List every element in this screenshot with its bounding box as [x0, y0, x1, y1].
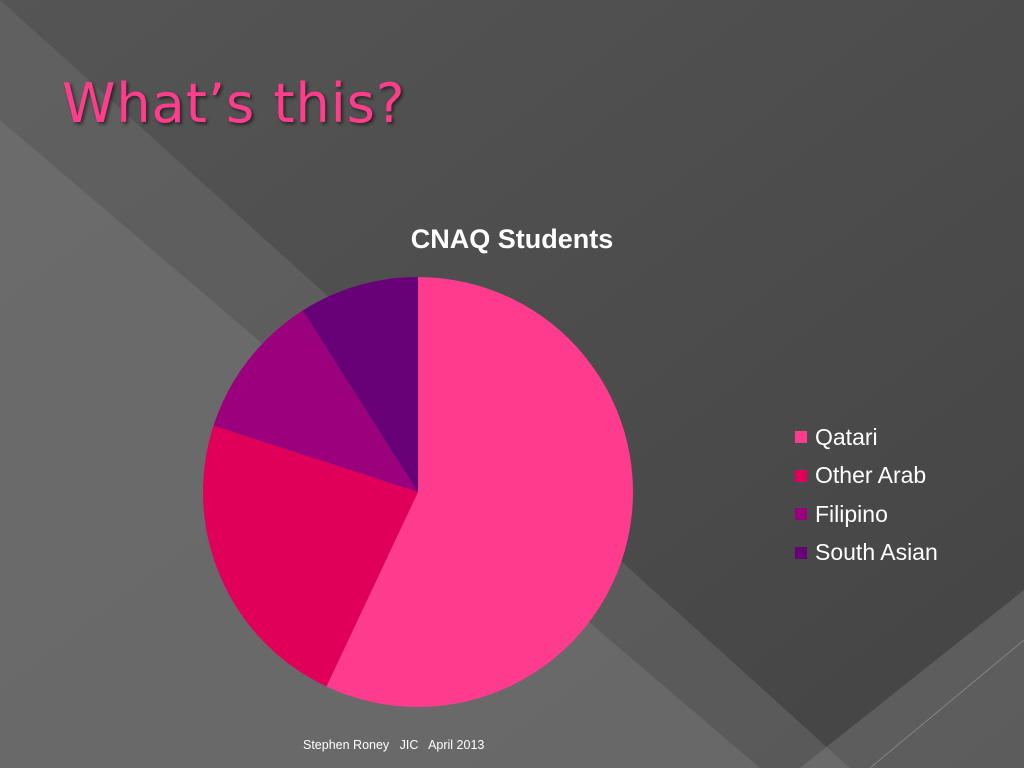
pie-slice-south-asian	[302, 277, 418, 492]
legend-label: South Asian	[815, 539, 938, 566]
pie-slice-other-arab	[202, 425, 418, 687]
legend-label: Other Arab	[815, 462, 927, 489]
legend-swatch	[795, 469, 807, 482]
chart-legend: Qatari Other Arab Filipino South Asian	[795, 418, 938, 572]
slide-footer: Stephen Roney JIC April 2013	[303, 738, 485, 752]
legend-swatch	[795, 431, 807, 444]
pie-slice-qatari	[326, 277, 633, 708]
legend-label: Qatari	[815, 423, 878, 450]
pie-slice-filipino	[213, 310, 418, 492]
legend-swatch	[795, 546, 807, 559]
legend-item-south-asian: South Asian	[795, 534, 938, 573]
legend-swatch	[795, 508, 807, 521]
legend-item-qatari: Qatari	[795, 418, 938, 457]
chart-title: CNAQ Students	[410, 224, 614, 254]
slide-title: What’s this?	[62, 72, 406, 135]
legend-label: Filipino	[815, 500, 888, 527]
legend-item-other-arab: Other Arab	[795, 457, 938, 496]
legend-item-filipino: Filipino	[795, 495, 938, 534]
